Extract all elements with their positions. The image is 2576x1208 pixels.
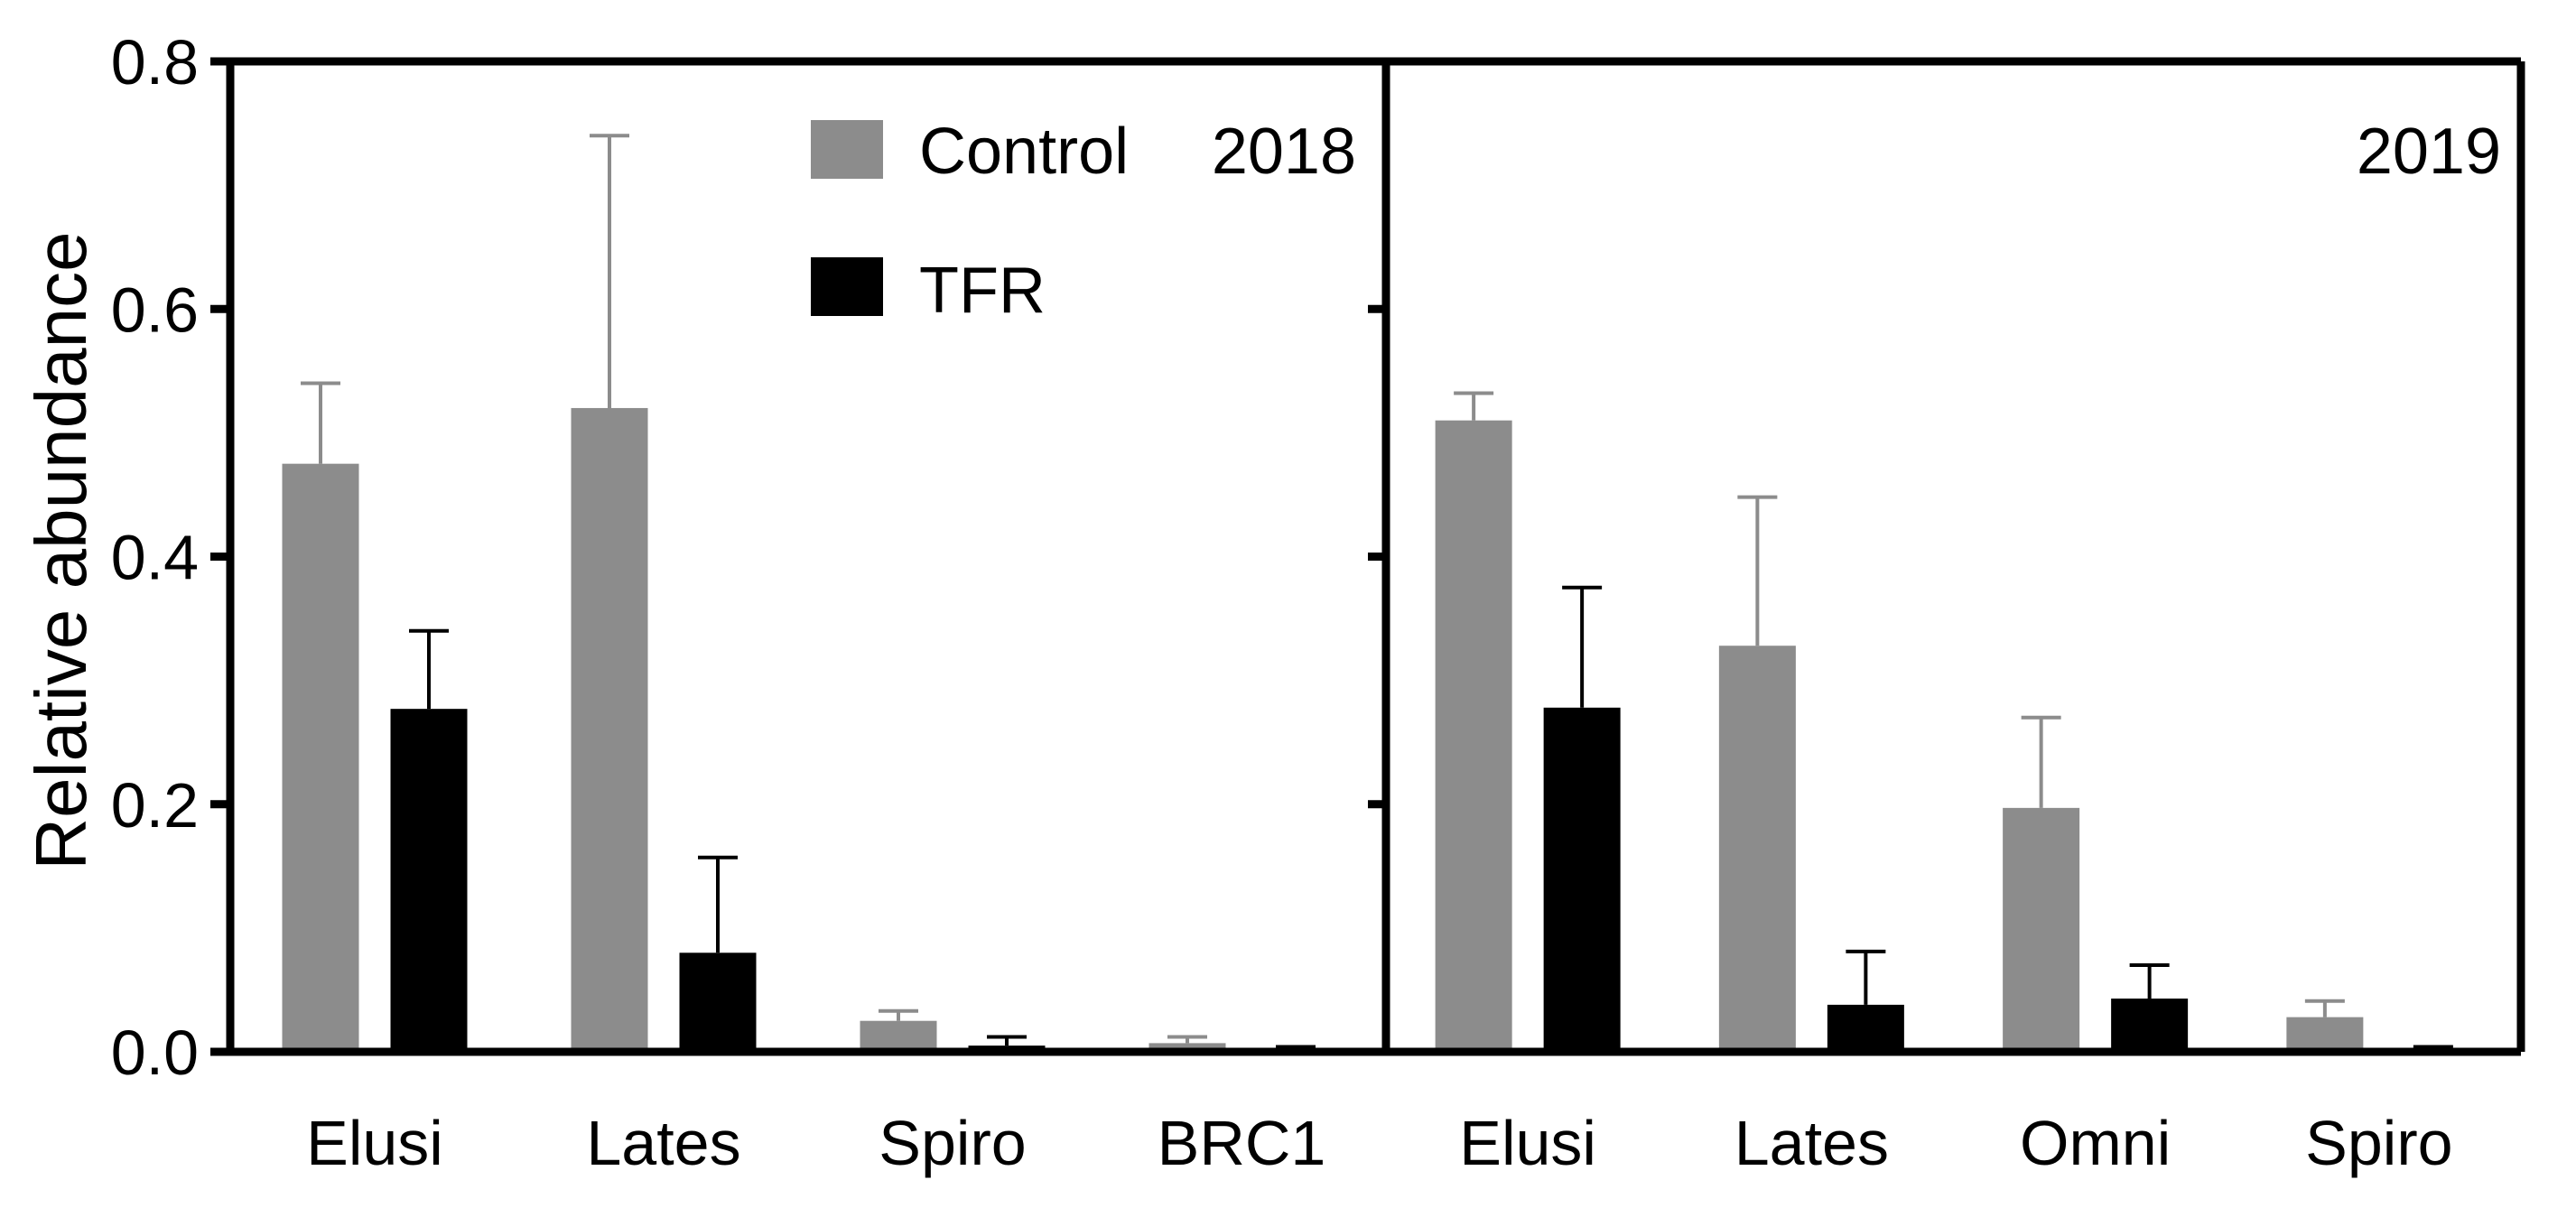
panel-label-2019: 2019 <box>2357 116 2501 188</box>
legend-control-swatch <box>811 120 883 179</box>
legend-tfr-swatch <box>811 257 883 316</box>
y-tick-label-0.6: 0.6 <box>111 274 199 345</box>
y-tick-label-0.8: 0.8 <box>111 27 199 98</box>
y-axis-title: Relative abundance <box>21 231 101 869</box>
bar-2019-elusi-tfr <box>1543 707 1621 1052</box>
bar-2019-elusi-control <box>1435 420 1512 1053</box>
bar-2018-lates-tfr <box>679 952 757 1052</box>
bar-2018-elusi-tfr <box>390 709 468 1052</box>
panel-label-2018: 2018 <box>1212 116 1356 188</box>
bar-2019-lates-tfr <box>1827 1004 1904 1052</box>
y-tick-label-0.0: 0.0 <box>111 1018 199 1088</box>
bar-2019-omni-tfr <box>2111 999 2189 1052</box>
x-label-2018-lates: Lates <box>586 1108 740 1178</box>
x-label-2018-brc1: BRC1 <box>1158 1108 1326 1178</box>
bar-2019-omni-control <box>2003 807 2080 1052</box>
y-tick-label-0.2: 0.2 <box>111 770 199 841</box>
bar-2018-brc1-control <box>1149 1043 1226 1052</box>
x-label-2019-elusi: Elusi <box>1459 1108 1596 1178</box>
x-label-2018-spiro: Spiro <box>879 1108 1026 1178</box>
legend-control-label: Control <box>919 116 1129 188</box>
x-label-2019-spiro: Spiro <box>2305 1108 2452 1178</box>
legend-tfr-label: TFR <box>919 255 1046 327</box>
bar-2018-lates-control <box>571 407 648 1052</box>
x-label-2019-lates: Lates <box>1734 1108 1889 1178</box>
bar-2019-spiro-control <box>2286 1017 2364 1052</box>
chart-marks: 0.0 0.2 0.4 0.6 0.8 Elusi Lates Spiro BRC1 Elusi L… <box>111 27 2525 1178</box>
bar-2018-elusi-control <box>282 463 359 1052</box>
x-label-2019-omni: Omni <box>2020 1108 2171 1178</box>
bar-2018-spiro-control <box>860 1020 937 1052</box>
y-tick-label-0.4: 0.4 <box>111 523 199 593</box>
bar-2019-lates-control <box>1718 646 1796 1052</box>
x-label-2018-elusi: Elusi <box>306 1108 443 1178</box>
